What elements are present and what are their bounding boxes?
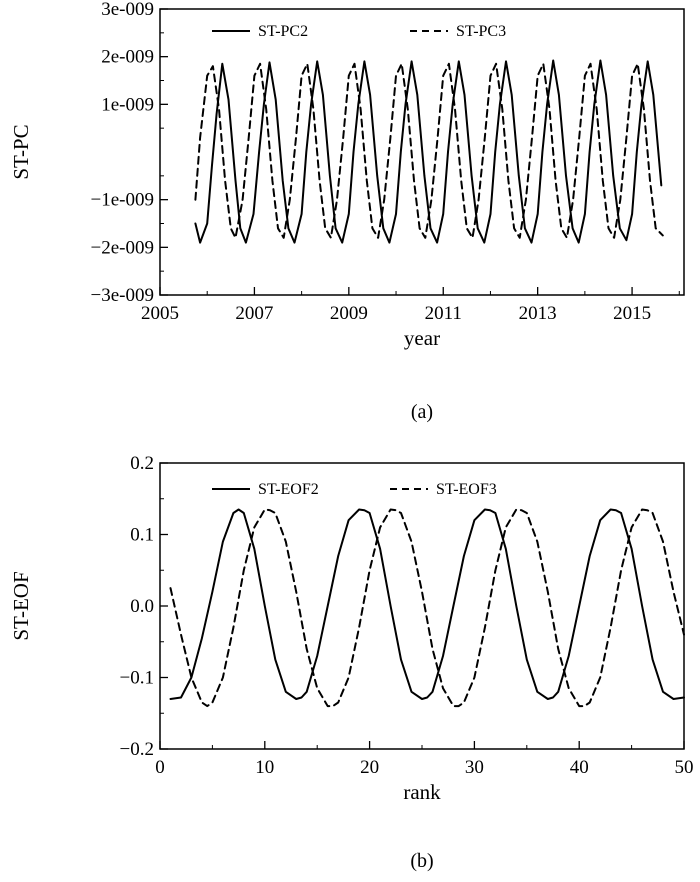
panel-a-caption: (a)	[411, 401, 433, 423]
x-tick-label: 40	[570, 757, 589, 778]
x-tick-label: 50	[675, 757, 694, 778]
panel-a-st-pc: −3e-009−2e-009−1e-0091e-0092e-0093e-009 …	[9, 0, 685, 423]
x-tick-label: 2009	[330, 303, 368, 324]
panel-a-y-ticks: −3e-009 −2e-009 −1e-009 1e-009 2e-009 3e-009	[91, 0, 168, 306]
x-tick-label: 2013	[519, 303, 557, 324]
y-tick-label: −0.1	[120, 668, 154, 689]
panel-b-x-axis-label: rank	[403, 780, 441, 804]
panel-b-st-eof: −0.2 −0.1 0.0 0.1 0.2 0 10 20 30 40 50 ST-EOF2 ST…	[9, 453, 694, 872]
panel-a-series	[194, 59, 664, 244]
x-tick-label: 2005	[141, 303, 179, 324]
x-tick-label: 2011	[425, 303, 462, 324]
y-tick-label: 0.2	[130, 453, 154, 474]
x-tick-label: 10	[255, 757, 274, 778]
x-tick-label: 2007	[235, 303, 273, 324]
panel-a-legend: ST-PC2 ST-PC3	[212, 23, 506, 40]
y-tick-label: 0.0	[130, 596, 154, 617]
panel-b-caption: (b)	[410, 850, 433, 872]
series-line-st-eof2	[169, 508, 685, 700]
series-line-st-eof3	[169, 508, 685, 708]
legend-label-st-pc3: ST-PC3	[456, 23, 506, 40]
panel-b-y-axis-label: ST-EOF	[9, 571, 33, 640]
series-line-st-pc2	[194, 59, 663, 244]
panel-b-x-ticks: 0 10 20 30 40 50	[155, 741, 694, 778]
panel-b-series	[169, 508, 685, 708]
y-tick-label: 2e-009	[101, 47, 154, 68]
panel-a-x-axis-label: year	[404, 326, 440, 350]
series-line-st-pc3	[194, 62, 664, 239]
legend-label-st-eof2: ST-EOF2	[258, 481, 319, 498]
y-tick-label: −3e-009	[91, 285, 154, 306]
panel-b-y-ticks: −0.2 −0.1 0.0 0.1 0.2	[120, 453, 168, 760]
y-tick-label: 0.1	[130, 525, 154, 546]
y-tick-label: 3e-009	[101, 0, 154, 20]
y-tick-label: 1e-009	[101, 94, 154, 115]
legend-label-st-pc2: ST-PC2	[258, 23, 308, 40]
x-tick-label: 2015	[613, 303, 651, 324]
panel-b-legend: ST-EOF2 ST-EOF3	[212, 481, 497, 498]
x-tick-label: 30	[465, 757, 484, 778]
legend-label-st-eof3: ST-EOF3	[436, 481, 497, 498]
panel-a-plot-frame	[159, 8, 685, 296]
x-tick-label: 20	[360, 757, 379, 778]
y-tick-label: −1e-009	[91, 190, 154, 211]
x-tick-label: 0	[155, 757, 165, 778]
y-tick-label: −0.2	[120, 739, 154, 760]
panel-b-plot-frame	[159, 462, 685, 750]
panel-a-x-ticks: 2005 2007 2009 2011 2013 2015	[141, 287, 680, 324]
panel-a-y-axis-label: ST-PC	[9, 124, 33, 179]
y-tick-label: −2e-009	[91, 237, 154, 258]
